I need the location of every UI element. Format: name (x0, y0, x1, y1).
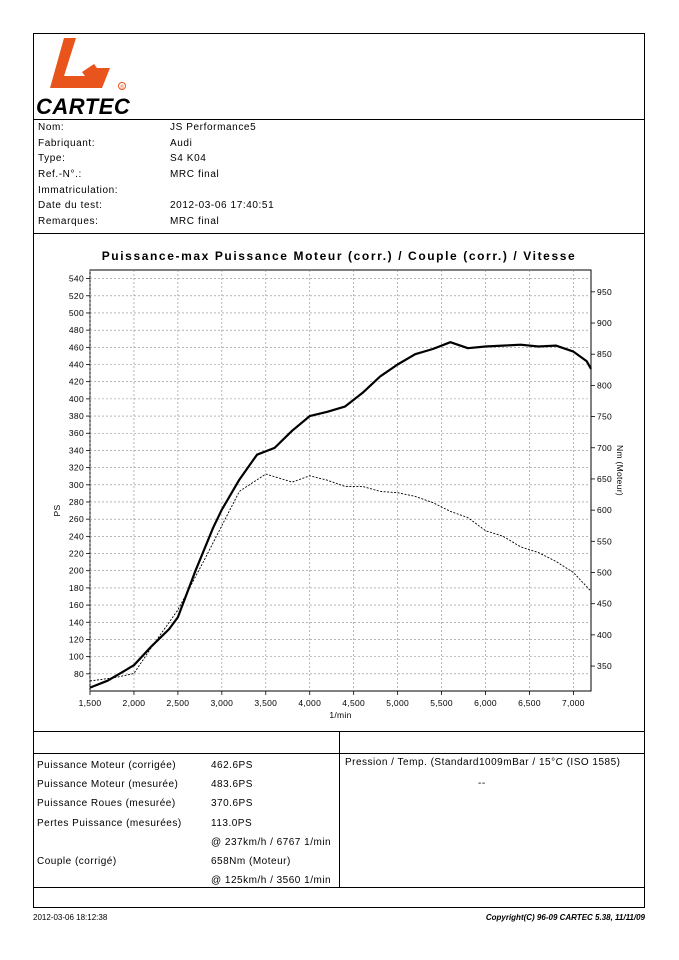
y-tick-label: 460 (69, 342, 84, 352)
y2-tick-label: 800 (597, 380, 612, 390)
y2-tick-label: 850 (597, 349, 612, 359)
power-torque-chart: 1,500 2,000 2,500 3,000 3,500 4,000 4,500 5,000… (52, 269, 625, 720)
report-sheet: ® CARTEC Nom: JS Performance5 Fabriquant: A… (33, 33, 645, 908)
y2-tick-label: 600 (597, 505, 612, 515)
result-label: Puissance Moteur (mesurée) (37, 779, 179, 791)
y-tick-label: 120 (69, 634, 84, 644)
divider (339, 731, 340, 887)
x-tick-label: 6,000 (474, 698, 497, 708)
metadata-key: Fabriquant: (38, 137, 96, 149)
metadata-value: 2012-03-06 17:40:51 (170, 200, 275, 212)
y-tick-label: 280 (69, 497, 84, 507)
print-timestamp: 2012-03-06 18:12:38 (33, 913, 108, 922)
x-axis-label: 1/min (329, 710, 351, 720)
result-value: 113.0PS (211, 817, 253, 829)
metadata-key: Type: (38, 153, 66, 165)
x-tick-label: 2,500 (167, 698, 190, 708)
y-tick-label: 220 (69, 549, 84, 559)
result-value: 658Nm (Moteur) (211, 856, 291, 867)
x-tick-label: 1,500 (79, 698, 102, 708)
brand-name: CARTEC (36, 94, 131, 119)
y2-tick-label: 550 (597, 536, 612, 546)
result-value: 370.6PS (211, 798, 253, 810)
metadata-key: Immatriculation: (38, 184, 119, 196)
y-tick-label: 500 (69, 308, 84, 318)
x-tick-label: 5,000 (386, 698, 409, 708)
y-tick-label: 180 (69, 583, 84, 593)
y2-tick-label: 750 (597, 412, 612, 422)
y-tick-label: 260 (69, 514, 84, 524)
metadata-key: Date du test: (38, 200, 103, 212)
x-tick-label: 2,000 (123, 698, 146, 708)
y-tick-label: 100 (69, 652, 84, 662)
y-axis-label: PS (52, 505, 62, 517)
y-tick-label: 360 (69, 428, 84, 438)
result-value: 483.6PS (211, 779, 253, 791)
svg-text:®: ® (120, 84, 124, 91)
metadata-key: Nom: (38, 122, 65, 133)
y2-tick-label: 650 (597, 474, 612, 484)
y-tick-label: 340 (69, 445, 84, 455)
metadata-value: S4 K04 (170, 153, 207, 165)
y-tick-label: 380 (69, 411, 84, 421)
result-value: 462.6PS (211, 760, 253, 771)
y2-tick-label: 350 (597, 661, 612, 671)
result-value: @ 125km/h / 3560 1/min (211, 875, 332, 887)
chart-title: Puissance-max Puissance Moteur (corr.) /… (101, 249, 577, 263)
y2-tick-label: 450 (597, 599, 612, 609)
pressure-temp-label: Pression / Temp. (Standard1009mBar / 15°… (345, 757, 621, 768)
result-label: Puissance Moteur (corrigée) (37, 760, 177, 771)
y2-tick-label: 700 (597, 443, 612, 453)
plot-frame (89, 269, 592, 692)
divider (34, 887, 644, 888)
y-tick-label: 200 (69, 566, 84, 576)
metadata-value: MRC final (170, 169, 220, 181)
divider (34, 233, 644, 234)
x-tick-label: 3,500 (254, 698, 277, 708)
y2-tick-label: 900 (597, 318, 612, 328)
y2-axis-label: Nm (Moteur) (615, 445, 625, 496)
y-tick-label: 300 (69, 480, 84, 490)
result-label: Pertes Puissance (mesurées) (37, 817, 182, 829)
y-tick-label: 540 (69, 274, 84, 284)
x-tick-label: 5,500 (430, 698, 453, 708)
x-tick-label: 3,000 (210, 698, 233, 708)
y2-tick-label: 500 (597, 567, 612, 577)
x-tick-label: 4,000 (298, 698, 321, 708)
y-tick-label: 480 (69, 325, 84, 335)
y2-tick-label: 950 (597, 287, 612, 297)
divider (34, 119, 644, 120)
y-tick-label: 80 (74, 669, 84, 679)
y2-tick-label: 400 (597, 630, 612, 640)
result-value: @ 237km/h / 6767 1/min (211, 836, 332, 848)
metadata-key: Ref.-N°.: (38, 169, 82, 181)
y-tick-label: 440 (69, 360, 84, 370)
x-tick-label: 6,500 (518, 698, 541, 708)
y-tick-label: 320 (69, 463, 84, 473)
metadata-value: MRC final (170, 216, 220, 228)
y-tick-label: 400 (69, 394, 84, 404)
y-tick-label: 420 (69, 377, 84, 387)
pressure-temp-value: -- (478, 778, 486, 789)
copyright: Copyright(C) 96-09 CARTEC 5.38, 11/11/09 (485, 913, 645, 922)
result-label: Puissance Roues (mesurée) (37, 798, 176, 810)
y-tick-label: 520 (69, 291, 84, 301)
cartec-logo: ® CARTEC (36, 36, 146, 120)
y-tick-label: 160 (69, 600, 84, 610)
torque-series-line (89, 473, 592, 682)
power-series-line (89, 341, 592, 689)
cartec-logo-icon: ® (50, 38, 126, 91)
y-tick-label: 140 (69, 617, 84, 627)
result-label: Couple (corrigé) (37, 856, 117, 867)
metadata-key: Remarques: (38, 216, 99, 228)
x-tick-label: 7,000 (562, 698, 585, 708)
metadata-value: Audi (170, 137, 193, 149)
x-tick-label: 4,500 (342, 698, 365, 708)
metadata-value: JS Performance5 (170, 122, 257, 133)
y-tick-label: 240 (69, 531, 84, 541)
